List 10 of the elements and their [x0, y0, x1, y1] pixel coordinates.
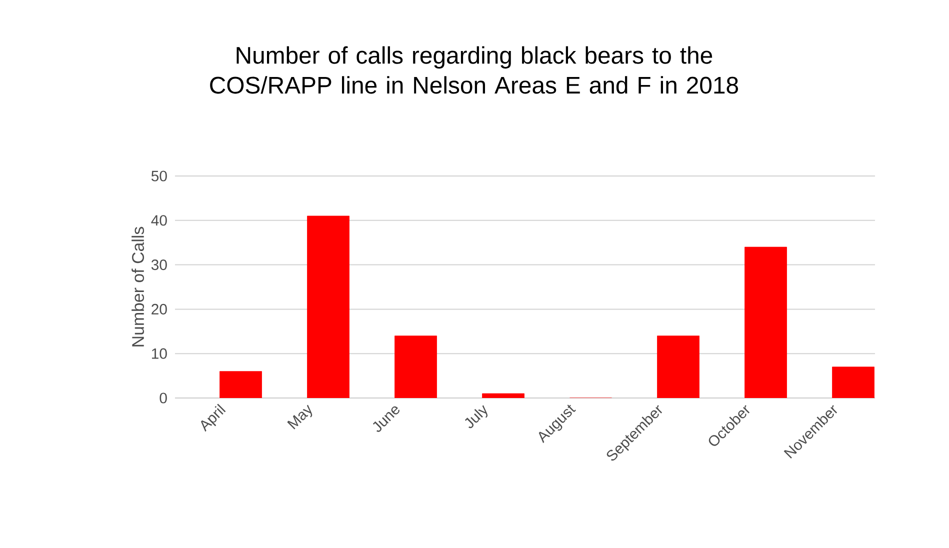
x-tick-label: May	[287, 404, 312, 430]
y-tick-label: 40	[151, 215, 167, 226]
y-tick-label: 30	[151, 260, 167, 270]
y-tick-label: 10	[152, 348, 167, 359]
y-axis-title: Number of Calls	[132, 226, 144, 346]
y-tick-label: 50	[151, 170, 167, 182]
chart-title: Number of calls regarding black bears to the COS/RAPP line in Nelson Areas E and F in 2018	[210, 46, 738, 94]
y-tick-label: 0	[160, 392, 167, 404]
y-tick-label: 20	[152, 304, 167, 314]
x-tick-label: July	[464, 405, 488, 428]
